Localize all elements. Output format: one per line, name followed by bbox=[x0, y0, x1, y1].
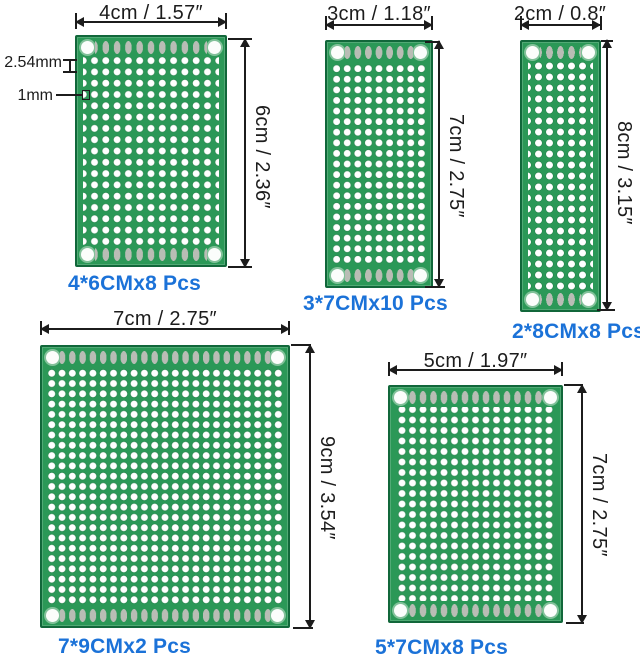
dimension-extension-line bbox=[425, 286, 445, 288]
dimension-extension-line bbox=[425, 41, 439, 43]
solder-pad-row bbox=[345, 268, 413, 283]
hole-grid bbox=[48, 367, 282, 606]
mounting-hole bbox=[46, 351, 59, 364]
width-dimension-label: 4cm / 1.57″ bbox=[99, 2, 203, 24]
mounting-hole bbox=[331, 46, 344, 59]
mounting-hole bbox=[46, 609, 59, 622]
height-dimension-label: 8cm / 3.15″ bbox=[613, 120, 635, 225]
height-dimension-arrow bbox=[305, 344, 315, 629]
hole-grid bbox=[396, 407, 555, 601]
height-dimension-label: 6cm / 2.36″ bbox=[251, 105, 273, 209]
pcb-board-2x8cm bbox=[520, 40, 601, 312]
board-caption: 4*6CMx8 Pcs bbox=[68, 272, 201, 295]
hole-grid bbox=[83, 57, 219, 245]
height-dimension-arrow bbox=[602, 39, 612, 311]
dimension-extension-line bbox=[566, 622, 584, 624]
pitch-bracket-line bbox=[69, 59, 71, 72]
solder-pad-row bbox=[95, 40, 207, 55]
dimension-extension-line bbox=[291, 344, 311, 346]
mounting-hole bbox=[394, 604, 407, 617]
board-caption: 3*7CMx10 Pcs bbox=[303, 292, 448, 315]
mounting-hole bbox=[271, 351, 284, 364]
mounting-hole bbox=[414, 269, 427, 282]
dimension-extension-line bbox=[600, 16, 602, 30]
solder-pad-row bbox=[95, 247, 207, 262]
dimension-extension-line bbox=[228, 266, 252, 268]
width-dimension-label: 3cm / 1.18″ bbox=[327, 3, 431, 25]
dimension-extension-line bbox=[597, 309, 615, 311]
height-dimension-arrow bbox=[434, 40, 444, 288]
mounting-hole bbox=[81, 248, 94, 261]
mounting-hole bbox=[394, 391, 407, 404]
height-dimension-label: 7cm / 2.75″ bbox=[445, 113, 467, 218]
mounting-hole bbox=[81, 41, 94, 54]
pcb-board-7x9cm bbox=[40, 345, 290, 628]
solder-pad-row bbox=[60, 350, 270, 365]
hole-diameter-label: 1mm bbox=[17, 87, 53, 104]
hole-leader-line bbox=[56, 94, 82, 96]
height-dimension-arrow bbox=[577, 384, 587, 624]
width-dimension-arrow bbox=[75, 17, 227, 27]
width-dimension-arrow bbox=[40, 324, 290, 334]
width-dimension-arrow bbox=[388, 365, 563, 375]
solder-pad-row bbox=[60, 608, 270, 623]
mounting-hole bbox=[526, 293, 539, 306]
solder-pad-row bbox=[345, 45, 413, 60]
pitch-bracket-tick bbox=[63, 71, 77, 73]
solder-pad-row bbox=[408, 603, 543, 618]
solder-pad-row bbox=[540, 292, 581, 307]
mounting-hole bbox=[582, 293, 595, 306]
height-dimension-arrow bbox=[240, 38, 250, 268]
width-dimension-arrow bbox=[520, 20, 601, 30]
width-dimension-arrow bbox=[325, 20, 433, 30]
mounting-hole bbox=[271, 609, 284, 622]
hole-callout-box bbox=[82, 90, 90, 100]
height-dimension-label: 7cm / 2.75″ bbox=[588, 452, 610, 557]
solder-pad-row bbox=[408, 390, 543, 405]
board-caption: 2*8CMx8 Pcs bbox=[512, 320, 640, 343]
pcb-board-4x6cm bbox=[75, 35, 227, 267]
width-dimension-label: 5cm / 1.97″ bbox=[423, 350, 528, 372]
width-dimension-label: 2cm / 0.8″ bbox=[513, 3, 607, 25]
dimension-extension-line bbox=[564, 384, 583, 386]
board-caption: 5*7CMx8 Pcs bbox=[375, 636, 508, 657]
mounting-hole bbox=[544, 391, 557, 404]
mounting-hole bbox=[208, 41, 221, 54]
width-dimension-label: 7cm / 2.75″ bbox=[113, 308, 217, 330]
board-caption: 7*9CMx2 Pcs bbox=[58, 635, 191, 657]
height-dimension-label: 9cm / 3.54″ bbox=[316, 435, 338, 540]
solder-pad-row bbox=[540, 45, 581, 60]
mounting-hole bbox=[414, 46, 427, 59]
dimension-extension-line bbox=[293, 627, 313, 629]
mounting-hole bbox=[526, 46, 539, 59]
hole-pitch-label: 2.54mm bbox=[4, 54, 62, 71]
pcb-board-3x7cm bbox=[325, 40, 433, 288]
hole-grid bbox=[333, 62, 425, 266]
mounting-hole bbox=[208, 248, 221, 261]
hole-grid bbox=[528, 62, 593, 290]
mounting-hole bbox=[331, 269, 344, 282]
mounting-hole bbox=[544, 604, 557, 617]
mounting-hole bbox=[582, 46, 595, 59]
pcb-board-5x7cm bbox=[388, 385, 563, 623]
